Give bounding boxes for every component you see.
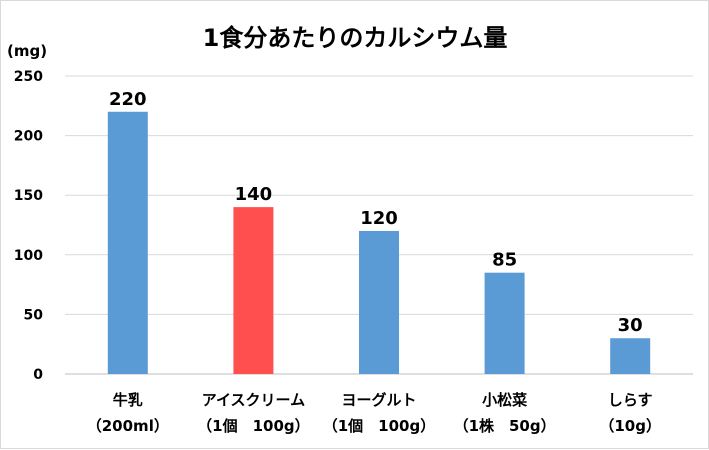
data-label: 30 xyxy=(618,315,643,336)
y-axis-ticks: 0 50 100 150 200 250 xyxy=(14,69,43,383)
y-tick-label: 100 xyxy=(14,248,43,264)
data-label: 120 xyxy=(360,208,398,229)
bar xyxy=(484,272,525,374)
chart-title: 1食分あたりのカルシウム量 xyxy=(203,24,508,52)
x-tick-label: ヨーグルト xyxy=(341,391,416,409)
x-tick-label: 小松菜 xyxy=(482,391,527,409)
x-tick-sublabel: （1個 100g） xyxy=(197,417,310,435)
x-tick-label: しらす xyxy=(608,391,653,409)
x-tick-label: アイスクリーム xyxy=(202,391,305,409)
bars xyxy=(107,111,651,374)
data-label: 85 xyxy=(492,250,517,271)
x-tick-sublabel: （1個 100g） xyxy=(323,417,436,435)
y-tick-label: 250 xyxy=(14,69,43,85)
y-tick-label: 0 xyxy=(33,367,43,383)
bar xyxy=(107,111,148,374)
data-label: 220 xyxy=(109,89,147,110)
bar xyxy=(233,207,274,374)
y-axis-unit-label: (mg) xyxy=(7,42,47,60)
data-labels: 220 140 120 85 30 xyxy=(109,89,643,336)
bar xyxy=(359,230,399,374)
x-tick-sublabel: （1株 50g） xyxy=(454,417,556,435)
x-tick-sublabel: （200ml） xyxy=(87,417,169,435)
y-tick-label: 200 xyxy=(14,129,43,145)
x-tick-label: 牛乳 xyxy=(113,391,143,409)
y-tick-label: 50 xyxy=(24,307,44,323)
x-axis-ticks: 牛乳 （200ml） アイスクリーム （1個 100g） ヨーグルト （1個 100g） 小… xyxy=(87,391,661,435)
y-tick-label: 150 xyxy=(14,188,43,204)
x-tick-sublabel: （10g） xyxy=(599,417,661,435)
data-label: 140 xyxy=(235,184,273,205)
bar xyxy=(610,338,651,374)
